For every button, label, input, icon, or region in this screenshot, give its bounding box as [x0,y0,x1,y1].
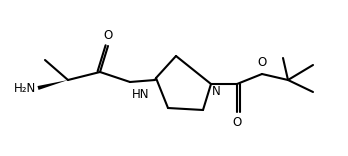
Polygon shape [38,80,68,90]
Text: O: O [232,116,242,129]
Text: HN: HN [132,88,149,101]
Polygon shape [153,78,157,81]
Text: H₂N: H₂N [14,81,36,95]
Text: O: O [258,56,267,69]
Text: O: O [103,29,113,42]
Text: N: N [212,85,221,98]
